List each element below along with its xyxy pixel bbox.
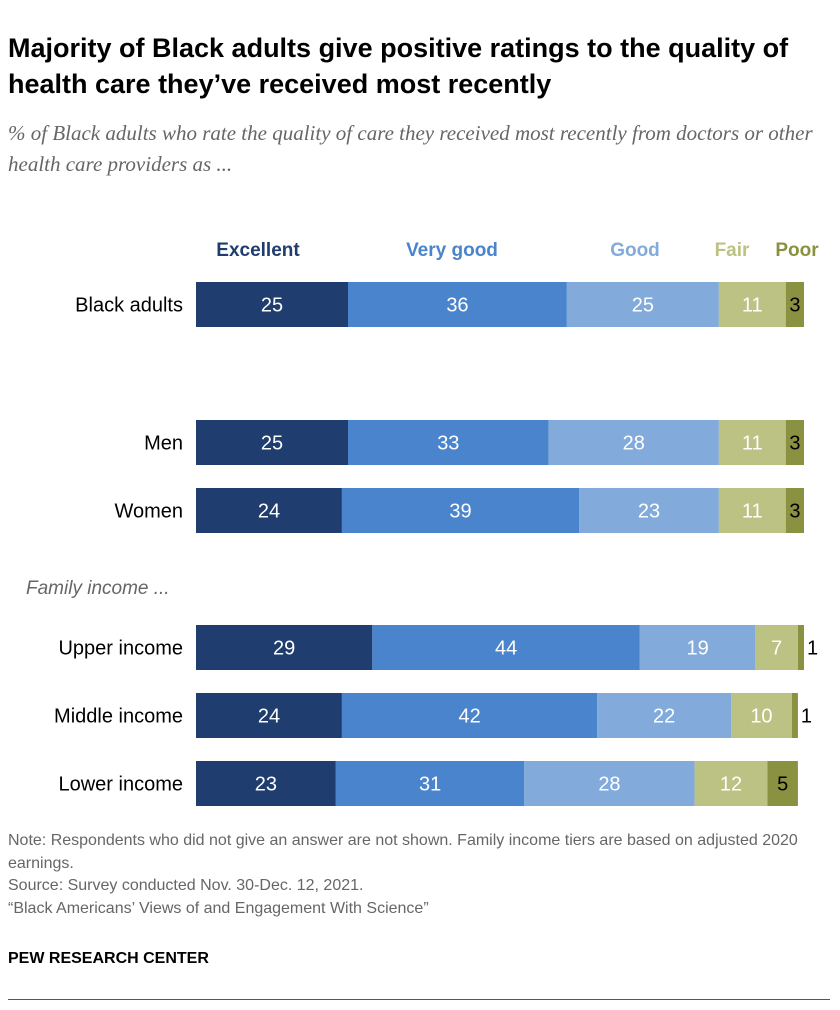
- data-label: 19: [686, 638, 708, 660]
- data-label: 23: [638, 501, 660, 523]
- source-text: Source: Survey conducted Nov. 30-Dec. 12…: [8, 877, 364, 894]
- bar-segment-very-good: [348, 420, 549, 465]
- bar-segment-good: [639, 625, 756, 670]
- data-label: 3: [789, 433, 800, 455]
- data-label: 10: [750, 706, 772, 728]
- data-label: 25: [261, 433, 283, 455]
- bar-segment-good: [597, 693, 732, 738]
- data-label: 12: [720, 774, 742, 796]
- bar-segment-very-good: [348, 282, 567, 327]
- legend-poor: Poor: [775, 240, 819, 261]
- bar-segment-poor: [785, 488, 804, 533]
- data-label: 42: [458, 706, 480, 728]
- data-label: 44: [495, 638, 517, 660]
- data-label: 25: [632, 295, 654, 317]
- bar-segment-fair: [718, 420, 786, 465]
- data-label: 3: [789, 501, 800, 523]
- chart-title: Majority of Black adults give positive r…: [8, 33, 789, 99]
- bar-segment-poor: [767, 761, 798, 806]
- data-label: 11: [742, 501, 763, 523]
- legend-excellent: Excellent: [216, 240, 300, 261]
- legend-very-good: Very good: [406, 240, 498, 261]
- bar-segment-excellent: [196, 625, 373, 670]
- category-label: Black adults: [75, 295, 183, 317]
- bar-segment-poor: [785, 420, 804, 465]
- bar-segment-good: [548, 420, 719, 465]
- data-label: 5: [777, 774, 788, 796]
- data-label: 31: [419, 774, 441, 796]
- category-label: Men: [144, 433, 183, 455]
- note-text: Note: Respondents who did not give an an…: [8, 832, 798, 872]
- data-label: 1: [807, 638, 818, 660]
- bar-segment-very-good: [341, 488, 580, 533]
- bar-segment-good: [524, 761, 695, 806]
- report-title: “Black Americans’ Views of and Engagemen…: [8, 899, 429, 917]
- bar-segment-poor: [791, 693, 798, 738]
- legend-good: Good: [610, 240, 660, 261]
- data-label: 23: [255, 774, 277, 796]
- data-label: 28: [623, 433, 645, 455]
- bar-segment-excellent: [196, 420, 348, 465]
- category-label: Middle income: [54, 706, 183, 728]
- bar-segment-fair: [718, 488, 786, 533]
- bar-segment-fair: [755, 625, 798, 670]
- data-label: 33: [437, 433, 459, 455]
- notes: Note: Respondents who did not give an an…: [8, 830, 828, 920]
- data-label: 1: [801, 706, 812, 728]
- bar-segment-poor: [785, 282, 804, 327]
- data-label: 3: [789, 295, 800, 317]
- data-label: 11: [742, 433, 763, 455]
- data-label: 11: [742, 295, 763, 317]
- bar-segment-poor: [797, 625, 804, 670]
- data-label: 28: [598, 774, 620, 796]
- data-label: 29: [273, 638, 295, 660]
- bar-segment-fair: [694, 761, 768, 806]
- data-label: 7: [771, 638, 782, 660]
- brand-logo-text: PEW RESEARCH CENTER: [8, 950, 209, 967]
- data-label: 22: [653, 706, 675, 728]
- category-label: Lower income: [58, 774, 183, 796]
- data-label: 24: [258, 501, 280, 523]
- divider: [8, 999, 830, 1000]
- bar-segment-very-good: [341, 693, 598, 738]
- bar-segment-excellent: [196, 488, 342, 533]
- bar-segment-fair: [731, 693, 792, 738]
- chart-subtitle: % of Black adults who rate the quality o…: [8, 121, 813, 176]
- data-label: 24: [258, 706, 280, 728]
- bar-segment-very-good: [372, 625, 640, 670]
- bar-segment-good: [566, 282, 719, 327]
- bar-segment-excellent: [196, 693, 342, 738]
- category-label: Upper income: [58, 638, 183, 660]
- bar-segment-good: [579, 488, 719, 533]
- data-label: 25: [261, 295, 283, 317]
- group-label-family-income: Family income ...: [26, 578, 170, 599]
- bar-segment-very-good: [335, 761, 525, 806]
- legend-fair: Fair: [715, 240, 750, 261]
- data-label: 36: [446, 295, 468, 317]
- category-label: Women: [114, 501, 183, 523]
- bar-segment-fair: [718, 282, 786, 327]
- bar-segment-excellent: [196, 282, 348, 327]
- data-label: 39: [449, 501, 471, 523]
- bar-segment-excellent: [196, 761, 336, 806]
